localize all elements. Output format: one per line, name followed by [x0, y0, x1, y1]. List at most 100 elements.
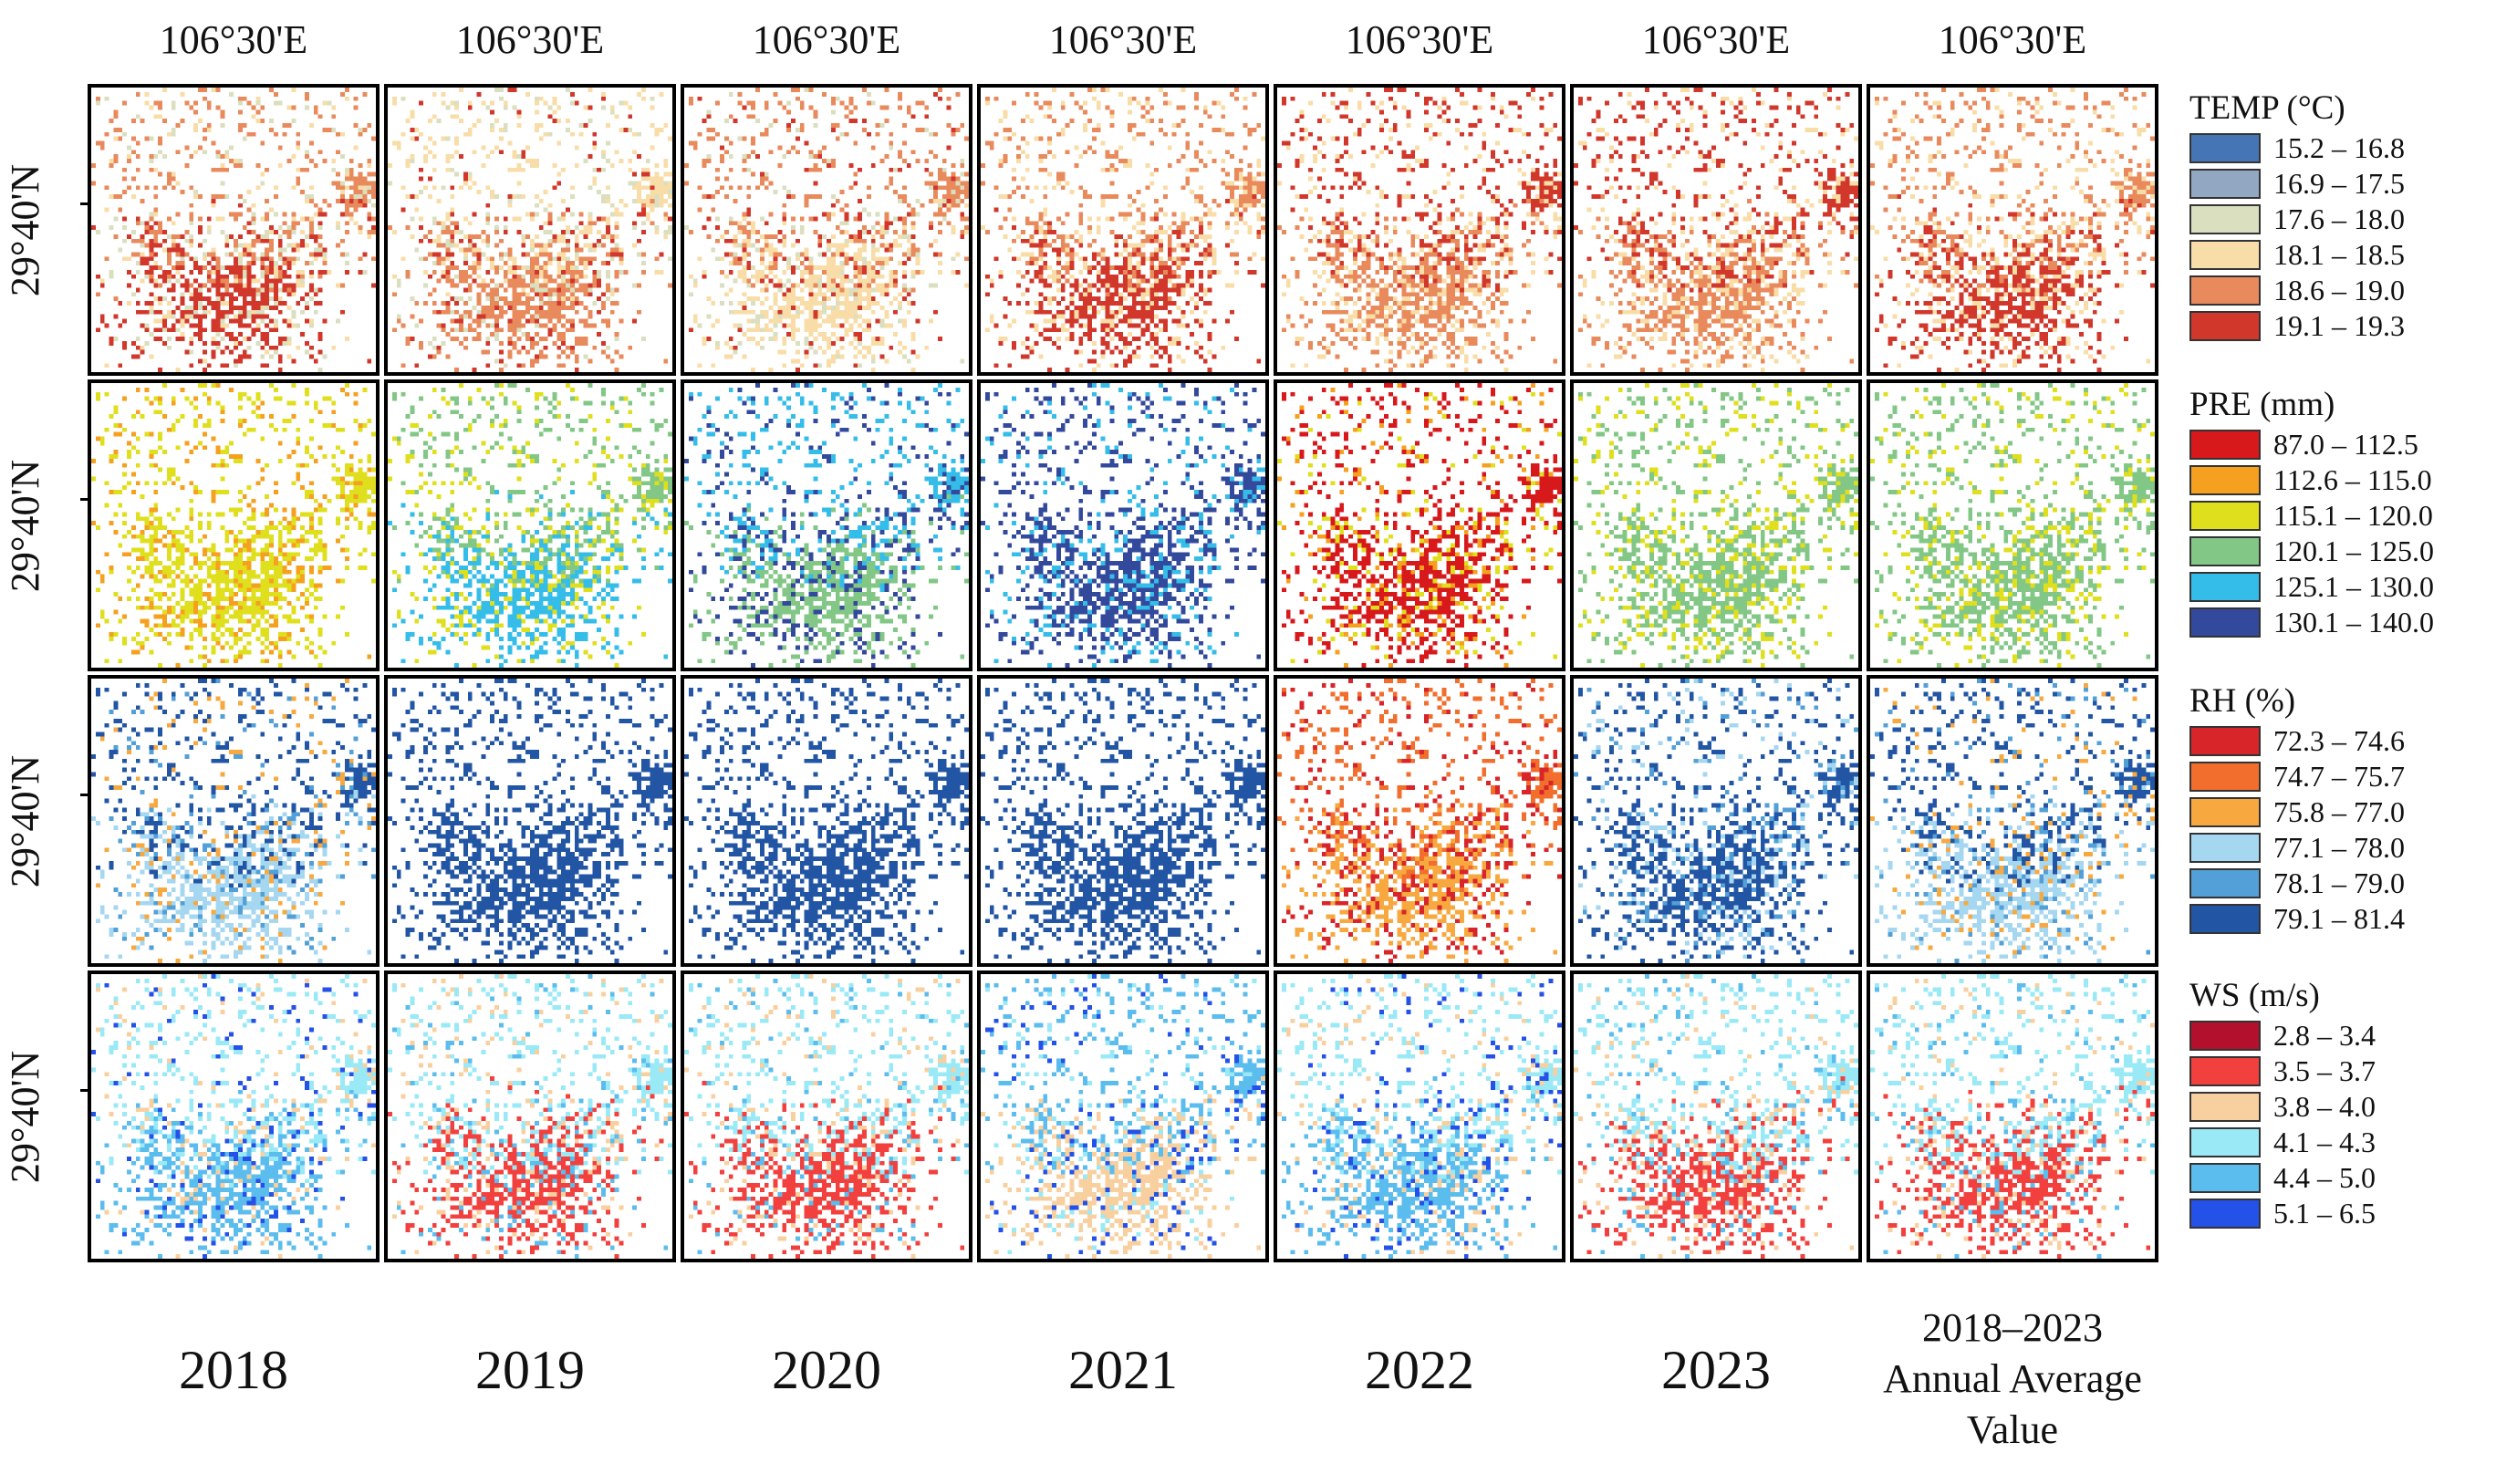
legend-title: RH (%): [2189, 680, 2491, 723]
legend-label: 75.8 – 77.0: [2273, 795, 2405, 829]
legend-label: 18.1 – 18.5: [2273, 238, 2405, 272]
temp-map-2022: [1274, 84, 1565, 376]
legend-item: 16.9 – 17.5: [2189, 166, 2491, 202]
longitude-label: 106°30'E: [681, 16, 972, 63]
legend-label: 5.1 – 6.5: [2273, 1197, 2376, 1230]
raster-map: [1870, 88, 2155, 372]
raster-map: [91, 88, 376, 372]
latitude-tick: [80, 1089, 91, 1092]
legend-label: 74.7 – 75.7: [2273, 760, 2405, 794]
temp-map-average: [1867, 84, 2158, 376]
legend-item: 18.6 – 19.0: [2189, 273, 2491, 308]
raster-map: [684, 383, 969, 668]
legend-item: 17.6 – 18.0: [2189, 202, 2491, 237]
raster-map: [1277, 679, 1562, 963]
legend-swatch: [2189, 536, 2261, 566]
raster-map: [1870, 383, 2155, 668]
raster-map: [1870, 679, 2155, 963]
latitude-label: 29°40'N: [0, 684, 53, 958]
latitude-label-text: 29°40'N: [3, 754, 49, 887]
rh-map-average: [1867, 675, 2158, 967]
latitude-label-text: 29°40'N: [3, 1050, 49, 1182]
legend-label: 3.5 – 3.7: [2273, 1054, 2376, 1088]
latitude-tick: [80, 498, 91, 501]
rh-map-2022: [1274, 675, 1565, 967]
raster-map: [1574, 88, 1858, 372]
legend-swatch: [2189, 430, 2261, 460]
raster-map: [1277, 383, 1562, 668]
ws-legend: WS (m/s) 2.8 – 3.4 3.5 – 3.7 3.8 – 4.0 4.1 –…: [2189, 974, 2491, 1231]
rh-map-2023: [1570, 675, 1862, 967]
legend-label: 87.0 – 112.5: [2273, 428, 2418, 462]
legend-swatch: [2189, 169, 2261, 199]
legend-label: 15.2 – 16.8: [2273, 131, 2405, 165]
longitude-label: 106°30'E: [1274, 16, 1565, 63]
legend-item: 77.1 – 78.0: [2189, 830, 2491, 866]
legend-swatch: [2189, 572, 2261, 602]
raster-map: [981, 974, 1265, 1259]
legend-title: TEMP (°C): [2189, 87, 2491, 130]
legend-item: 15.2 – 16.8: [2189, 130, 2491, 166]
legend-label: 79.1 – 81.4: [2273, 902, 2405, 936]
legend-swatch: [2189, 762, 2261, 792]
temp-map-2019: [384, 84, 676, 376]
ws-map-2018: [88, 970, 380, 1262]
raster-map: [388, 974, 672, 1259]
legend-label: 17.6 – 18.0: [2273, 202, 2405, 236]
legend-label: 4.1 – 4.3: [2273, 1126, 2376, 1159]
rh-map-2018: [88, 675, 380, 967]
latitude-label: 29°40'N: [0, 389, 53, 662]
legend-swatch: [2189, 275, 2261, 306]
legend-swatch: [2189, 1163, 2261, 1193]
year-label: 2021: [977, 1339, 1269, 1402]
legend-item: 5.1 – 6.5: [2189, 1196, 2491, 1231]
year-label: 2023: [1570, 1339, 1862, 1402]
raster-map: [91, 974, 376, 1259]
legend-item: 74.7 – 75.7: [2189, 759, 2491, 794]
legend-label: 115.1 – 120.0: [2273, 499, 2433, 533]
ws-map-2019: [384, 970, 676, 1262]
legend-swatch: [2189, 1021, 2261, 1051]
year-label: 2022: [1274, 1339, 1565, 1402]
raster-map: [1870, 974, 2155, 1259]
legend-swatch: [2189, 240, 2261, 270]
legend-item: 75.8 – 77.0: [2189, 794, 2491, 830]
legend-swatch: [2189, 501, 2261, 531]
year-label: 2019: [384, 1339, 676, 1402]
rh-map-2020: [681, 675, 972, 967]
raster-map: [388, 679, 672, 963]
longitude-label: 106°30'E: [977, 16, 1269, 63]
rh-map-2019: [384, 675, 676, 967]
pre-legend: PRE (mm) 87.0 – 112.5 112.6 – 115.0 115.1 –…: [2189, 383, 2491, 640]
legend-swatch: [2189, 465, 2261, 495]
legend-swatch: [2189, 726, 2261, 756]
pre-map-2020: [681, 379, 972, 671]
legend-label: 19.1 – 19.3: [2273, 309, 2405, 343]
legend-item: 3.5 – 3.7: [2189, 1053, 2491, 1089]
legend-label: 16.9 – 17.5: [2273, 167, 2405, 201]
latitude-label: 29°40'N: [0, 980, 53, 1253]
legend-label: 18.6 – 19.0: [2273, 274, 2405, 307]
latitude-label: 29°40'N: [0, 93, 53, 367]
legend-item: 79.1 – 81.4: [2189, 901, 2491, 937]
legend-label: 112.6 – 115.0: [2273, 463, 2432, 497]
legend-item: 72.3 – 74.6: [2189, 723, 2491, 759]
temp-map-2018: [88, 84, 380, 376]
legend-label: 72.3 – 74.6: [2273, 724, 2405, 758]
pre-map-2019: [384, 379, 676, 671]
ws-map-2022: [1274, 970, 1565, 1262]
legend-swatch: [2189, 311, 2261, 341]
latitude-tick: [80, 794, 91, 796]
raster-map: [981, 679, 1265, 963]
raster-map: [388, 88, 672, 372]
pre-map-average: [1867, 379, 2158, 671]
legend-swatch: [2189, 868, 2261, 898]
legend-swatch: [2189, 133, 2261, 163]
temp-map-2021: [977, 84, 1269, 376]
average-label-line-2: Annual Average: [1857, 1354, 2168, 1405]
raster-map: [684, 974, 969, 1259]
legend-swatch: [2189, 1056, 2261, 1086]
latitude-label-text: 29°40'N: [3, 163, 49, 296]
legend-swatch: [2189, 833, 2261, 863]
legend-swatch: [2189, 797, 2261, 827]
